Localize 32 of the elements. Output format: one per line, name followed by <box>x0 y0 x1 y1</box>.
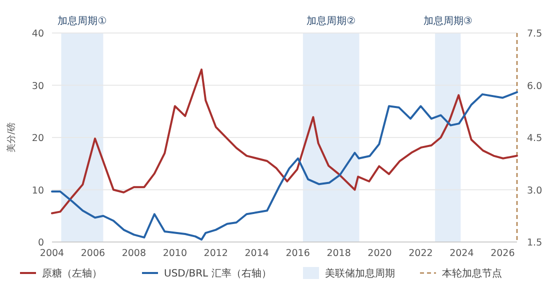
legend-label: USD/BRL 汇率（右轴） <box>164 268 272 280</box>
x-tick-label: 2026 <box>490 248 515 259</box>
x-tick-label: 2020 <box>368 248 392 259</box>
y2-tick-label: 3.0 <box>527 185 542 196</box>
x-tick-label: 2012 <box>204 248 228 259</box>
x-tick-label: 2008 <box>122 248 146 259</box>
line-series <box>51 91 518 241</box>
y2-tick-label: 1.5 <box>527 238 542 248</box>
x-tick-label: 2016 <box>286 248 310 259</box>
y2-tick-label: 7.5 <box>527 28 542 40</box>
y2-tick-label: 6.0 <box>527 80 542 92</box>
y2-tick-label: 4.5 <box>527 133 542 144</box>
band-label: 加息周期② <box>306 15 356 27</box>
legend-label: 本轮加息节点 <box>442 268 502 280</box>
legend-label: 原糖（左轴） <box>42 268 102 280</box>
x-tick-label: 2014 <box>244 248 269 259</box>
band-label: 加息周期③ <box>423 15 472 27</box>
y-axis-title: 美分/磅 <box>6 122 17 153</box>
line-series <box>51 68 518 214</box>
y-tick-label: 40 <box>32 28 44 40</box>
y-tick-label: 20 <box>32 133 44 144</box>
x-tick-label: 2004 <box>40 248 64 259</box>
x-tick-label: 2022 <box>408 248 433 259</box>
x-tick-label: 2010 <box>162 248 187 259</box>
y-tick-label: 10 <box>32 185 44 196</box>
text: 美联储加息周期 <box>325 268 395 280</box>
x-tick-label: 2018 <box>326 248 351 259</box>
y-tick-label: 0 <box>38 238 44 248</box>
y-tick-label: 30 <box>32 80 44 92</box>
x-tick-label: 2006 <box>80 248 106 259</box>
x-tick-label: 2024 <box>450 248 474 259</box>
band-label: 加息周期① <box>58 15 107 27</box>
